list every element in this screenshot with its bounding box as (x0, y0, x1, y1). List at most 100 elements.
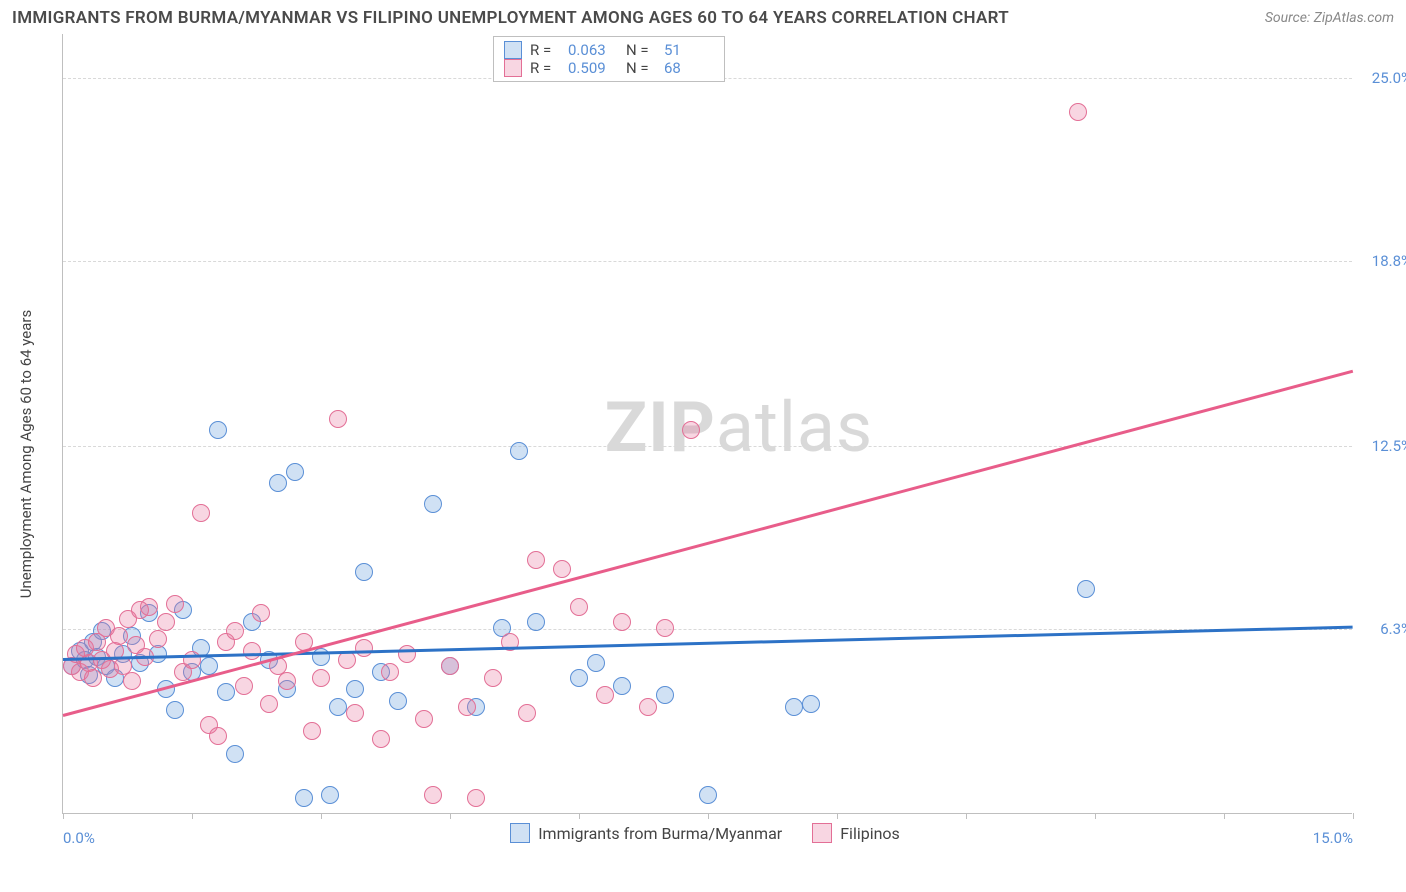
data-point (682, 421, 700, 439)
data-point (355, 563, 373, 581)
legend-swatch (510, 823, 530, 843)
y-axis-label: Unemployment Among Ages 60 to 64 years (17, 310, 35, 598)
x-tick (837, 813, 838, 819)
trend-line (63, 370, 1354, 717)
data-point (269, 474, 287, 492)
data-point (140, 598, 158, 616)
data-point (235, 677, 253, 695)
x-tick (1353, 813, 1354, 819)
x-tick (63, 813, 64, 819)
r-label: R = (530, 59, 560, 77)
y-tick-label: 18.8% (1372, 252, 1406, 270)
data-point (596, 686, 614, 704)
y-tick-label: 12.5% (1372, 437, 1406, 455)
data-point (243, 642, 261, 660)
series-legend: Immigrants from Burma/Myanmar Filipinos (510, 823, 900, 843)
legend-row: R =0.063N =51 (504, 41, 714, 59)
data-point (587, 654, 605, 672)
x-tick (1224, 813, 1225, 819)
data-point (209, 727, 227, 745)
data-point (467, 789, 485, 807)
legend-swatch (504, 41, 522, 59)
data-point (656, 686, 674, 704)
legend-swatch (504, 59, 522, 77)
data-point (166, 595, 184, 613)
data-point (209, 421, 227, 439)
correlation-legend: R =0.063N =51R =0.509N =68 (493, 36, 725, 82)
watermark: ZIPatlas (605, 387, 873, 469)
data-point (372, 730, 390, 748)
data-point (510, 442, 528, 460)
data-point (613, 613, 631, 631)
x-tick (708, 813, 709, 819)
x-tick (321, 813, 322, 819)
y-tick-label: 25.0% (1372, 69, 1406, 87)
data-point (329, 698, 347, 716)
gridline (63, 446, 1352, 447)
chart-title: IMMIGRANTS FROM BURMA/MYANMAR VS FILIPIN… (12, 8, 1009, 28)
data-point (527, 613, 545, 631)
data-point (260, 695, 278, 713)
data-point (458, 698, 476, 716)
data-point (217, 683, 235, 701)
legend-item: Filipinos (812, 823, 900, 843)
n-label: N = (626, 41, 656, 59)
r-value: 0.509 (568, 59, 618, 77)
data-point (802, 695, 820, 713)
legend-swatch (812, 823, 832, 843)
data-point (424, 495, 442, 513)
data-point (346, 704, 364, 722)
data-point (312, 669, 330, 687)
x-tick (966, 813, 967, 819)
data-point (295, 789, 313, 807)
x-tick-label: 0.0% (63, 829, 95, 847)
chart-area: Unemployment Among Ages 60 to 64 years 6… (12, 34, 1394, 864)
data-point (84, 669, 102, 687)
legend-label: Filipinos (840, 824, 900, 843)
source-label: Source: ZipAtlas.com (1265, 10, 1394, 26)
data-point (157, 613, 175, 631)
y-tick-label: 6.3% (1380, 620, 1406, 638)
x-tick (450, 813, 451, 819)
data-point (346, 680, 364, 698)
data-point (192, 504, 210, 522)
plot-region: 6.3%12.5%18.8%25.0%0.0%15.0%ZIPatlasR =0… (62, 34, 1352, 814)
data-point (149, 630, 167, 648)
data-point (570, 598, 588, 616)
data-point (123, 672, 141, 690)
data-point (252, 604, 270, 622)
x-tick-label: 15.0% (1313, 829, 1353, 847)
data-point (286, 463, 304, 481)
data-point (389, 692, 407, 710)
data-point (527, 551, 545, 569)
data-point (656, 619, 674, 637)
data-point (424, 786, 442, 804)
x-tick (1095, 813, 1096, 819)
data-point (518, 704, 536, 722)
data-point (321, 786, 339, 804)
data-point (699, 786, 717, 804)
data-point (166, 701, 184, 719)
data-point (398, 645, 416, 663)
data-point (785, 698, 803, 716)
data-point (226, 745, 244, 763)
n-label: N = (626, 59, 656, 77)
data-point (570, 669, 588, 687)
n-value: 68 (664, 59, 714, 77)
data-point (1077, 580, 1095, 598)
x-tick (192, 813, 193, 819)
data-point (303, 722, 321, 740)
data-point (226, 622, 244, 640)
data-point (613, 677, 631, 695)
data-point (329, 410, 347, 428)
legend-label: Immigrants from Burma/Myanmar (538, 824, 782, 843)
data-point (639, 698, 657, 716)
r-label: R = (530, 41, 560, 59)
r-value: 0.063 (568, 41, 618, 59)
data-point (355, 639, 373, 657)
legend-item: Immigrants from Burma/Myanmar (510, 823, 782, 843)
data-point (484, 669, 502, 687)
x-tick (579, 813, 580, 819)
data-point (110, 627, 128, 645)
data-point (381, 663, 399, 681)
